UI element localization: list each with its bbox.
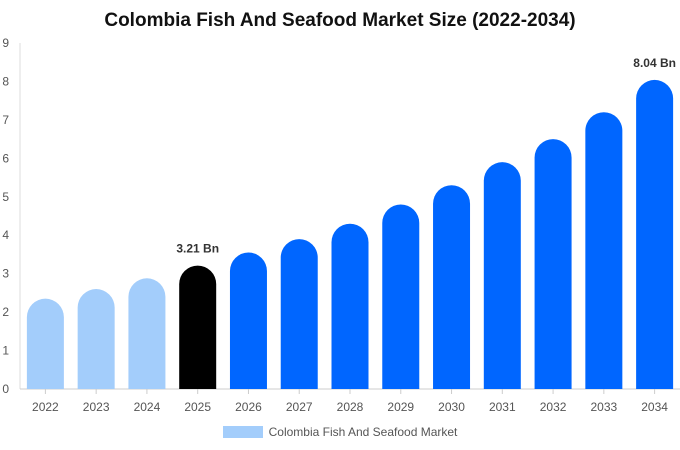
bar	[280, 239, 318, 389]
x-tick-label: 2029	[387, 400, 414, 414]
x-tick-label: 2026	[235, 400, 262, 414]
bar	[433, 185, 471, 389]
y-tick-label: 5	[2, 190, 9, 204]
x-tick-label: 2028	[337, 400, 364, 414]
y-tick-label: 7	[2, 113, 9, 127]
y-tick-label: 6	[2, 151, 9, 165]
data-label: 8.04 Bn	[633, 56, 676, 70]
bar	[636, 79, 674, 389]
legend-label: Colombia Fish And Seafood Market	[268, 425, 458, 439]
bar	[229, 252, 267, 389]
bar	[26, 298, 64, 389]
bar	[179, 265, 217, 389]
y-tick-label: 1	[2, 344, 9, 358]
x-tick-label: 2033	[590, 400, 617, 414]
x-tick-label: 2025	[184, 400, 211, 414]
bar	[77, 289, 115, 389]
y-tick-label: 8	[2, 74, 9, 88]
x-tick-label: 2027	[286, 400, 313, 414]
x-tick-label: 2031	[489, 400, 516, 414]
legend-swatch	[222, 426, 263, 438]
y-tick-label: 4	[2, 228, 9, 242]
bar	[382, 204, 420, 389]
bar	[331, 223, 369, 389]
x-tick-label: 2030	[438, 400, 465, 414]
x-tick-label: 2024	[134, 400, 161, 414]
bar	[534, 139, 572, 389]
bar	[585, 112, 623, 389]
legend: Colombia Fish And Seafood Market	[0, 425, 680, 439]
x-tick-label: 2022	[32, 400, 59, 414]
x-tick-label: 2034	[641, 400, 668, 414]
x-tick-label: 2032	[540, 400, 567, 414]
data-label: 3.21 Bn	[176, 242, 219, 256]
chart-title: Colombia Fish And Seafood Market Size (2…	[104, 10, 576, 31]
y-tick-label: 2	[2, 305, 9, 319]
x-tick-label: 2023	[83, 400, 110, 414]
y-tick-label: 0	[2, 382, 9, 396]
bar	[483, 162, 521, 389]
y-tick-label: 3	[2, 267, 9, 281]
y-tick-label: 9	[2, 36, 9, 50]
bar	[128, 278, 166, 389]
